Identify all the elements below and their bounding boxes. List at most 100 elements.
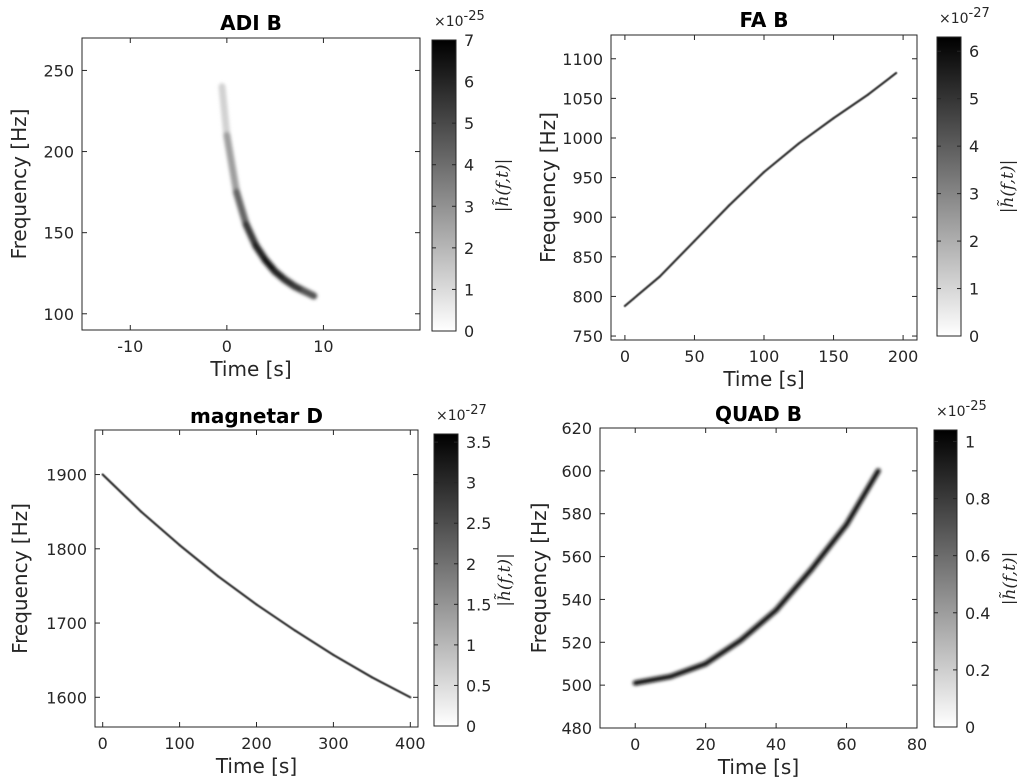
x-tick-label: 0 [630, 735, 640, 754]
x-tick-label: 50 [684, 347, 704, 366]
y-tick-label: 520 [561, 633, 592, 652]
y-tick-label: 750 [572, 327, 603, 346]
x-tick-label: 200 [888, 347, 919, 366]
colorbar-tick-label: 0.5 [466, 676, 491, 695]
y-tick-label: 500 [561, 676, 592, 695]
colorbar [431, 39, 457, 332]
colorbar-tick-label: 2 [969, 232, 979, 251]
x-tick-label: 80 [907, 735, 927, 754]
plot-area [95, 430, 418, 727]
track-segment [632, 674, 673, 686]
track-segment [773, 566, 814, 613]
chart-title: QUAD B [715, 402, 802, 426]
y-tick-label: 200 [43, 143, 74, 162]
colorbar-tick-label: 1 [969, 280, 979, 299]
track-segment [370, 676, 412, 699]
x-tick-label: 40 [766, 735, 786, 754]
colorbar-tick-label: 6 [464, 73, 474, 92]
track-segment [293, 629, 335, 657]
y-tick-label: 1800 [46, 540, 87, 559]
colorbar-tick-label: 3.5 [466, 433, 491, 452]
x-tick-label: 100 [749, 347, 780, 366]
colorbar-exponent: ×10-27 [436, 403, 487, 424]
track-segment [300, 287, 318, 300]
y-tick-label: 900 [572, 208, 603, 227]
colorbar-tick-label: 0.2 [965, 661, 990, 680]
panel-quad-b: 0 20 40 60 80 480 500 520 540 560 580 600 620 QUAD B T… [527, 399, 1017, 779]
y-tick-label: 540 [561, 590, 592, 609]
track-segment [867, 71, 898, 96]
track-segment [728, 170, 766, 207]
y-tick-label: 250 [43, 61, 74, 80]
colorbar-tick-label: 2.5 [466, 514, 491, 533]
track-segment [140, 510, 181, 547]
track-segment [693, 204, 731, 243]
axes-frame [81, 37, 421, 331]
y-tick-label: 1100 [562, 50, 603, 69]
y-tick-label: 100 [43, 305, 74, 324]
colorbar-tick-label: 0 [464, 322, 474, 341]
colorbar-exponent-power: -25 [464, 9, 485, 24]
colorbar-tick-label: 5 [969, 90, 979, 109]
track-segment [738, 607, 779, 643]
colorbar-label: |h̃(f,t)| [997, 160, 1017, 214]
signal-track [101, 473, 412, 699]
colorbar-tick-label: 6 [969, 42, 979, 61]
y-axis-label: Frequency [Hz] [536, 112, 560, 263]
colorbar-tick-label: 0.6 [965, 547, 990, 566]
chart-title: ADI B [220, 11, 282, 35]
colorbar-tick-label: 3 [466, 474, 476, 493]
y-tick-label: 560 [561, 548, 592, 567]
x-tick-label: 150 [818, 347, 849, 366]
colorbar-tick-label: 7 [464, 31, 474, 50]
y-tick-label: 480 [561, 719, 592, 738]
x-axis-label: Time [s] [215, 754, 297, 778]
track-segment [623, 275, 661, 308]
colorbar-tick-label: 0.8 [965, 490, 990, 509]
x-axis-label: Time [s] [722, 367, 804, 391]
track-segment [218, 83, 231, 139]
colorbar-label: |h̃(f,t)| [492, 159, 513, 213]
x-tick-label: 0 [620, 347, 630, 366]
x-tick-label: 100 [164, 734, 195, 753]
panel-magnetar-d: 0 100 200 300 400 1600 1700 1800 1900 magnetar D T… [8, 403, 515, 778]
colorbar-exponent: ×10-27 [939, 6, 990, 27]
track-segment [832, 93, 870, 120]
x-tick-label: 20 [695, 735, 715, 754]
track-segment [844, 468, 881, 527]
y-tick-label: 1050 [562, 89, 603, 108]
colorbar-exponent-power: -27 [969, 6, 990, 21]
track-segment [242, 221, 260, 250]
colorbar-tick-label: 0 [466, 717, 476, 736]
colorbar-tick-label: 4 [464, 156, 474, 175]
y-tick-label: 850 [572, 248, 603, 267]
x-axis-label: Time [s] [209, 357, 291, 381]
track-segment [223, 131, 241, 196]
colorbar-tick-label: 0 [969, 327, 979, 346]
track-segment [808, 521, 850, 572]
colorbar-exponent: ×10-25 [936, 399, 987, 420]
track-segment [255, 603, 297, 632]
chart-title: magnetar D [190, 404, 323, 428]
panel-fa-b: 0 50 100 150 200750800850900950100010501100F… [536, 6, 1017, 391]
signal-track [632, 468, 881, 686]
y-tick-label: 1000 [562, 129, 603, 148]
track-segment [332, 653, 373, 679]
y-tick-label: 620 [561, 419, 592, 438]
colorbar-label: |h̃(f,t)| [494, 553, 515, 607]
x-tick-label: 400 [395, 734, 426, 753]
colorbar-exponent-power: -27 [466, 403, 487, 418]
colorbar-tick-label: 3 [464, 197, 474, 216]
y-tick-label: 600 [561, 462, 592, 481]
x-tick-label: 300 [318, 734, 349, 753]
y-tick-label: 580 [561, 505, 592, 524]
x-tick-label: 10 [313, 337, 333, 356]
signal-track [218, 83, 318, 300]
y-tick-label: 1700 [46, 614, 87, 633]
x-tick-label: 200 [241, 734, 272, 753]
y-tick-label: 150 [43, 224, 74, 243]
track-segment [667, 661, 709, 680]
track-segment [216, 575, 258, 606]
colorbar-tick-label: 1 [464, 280, 474, 299]
